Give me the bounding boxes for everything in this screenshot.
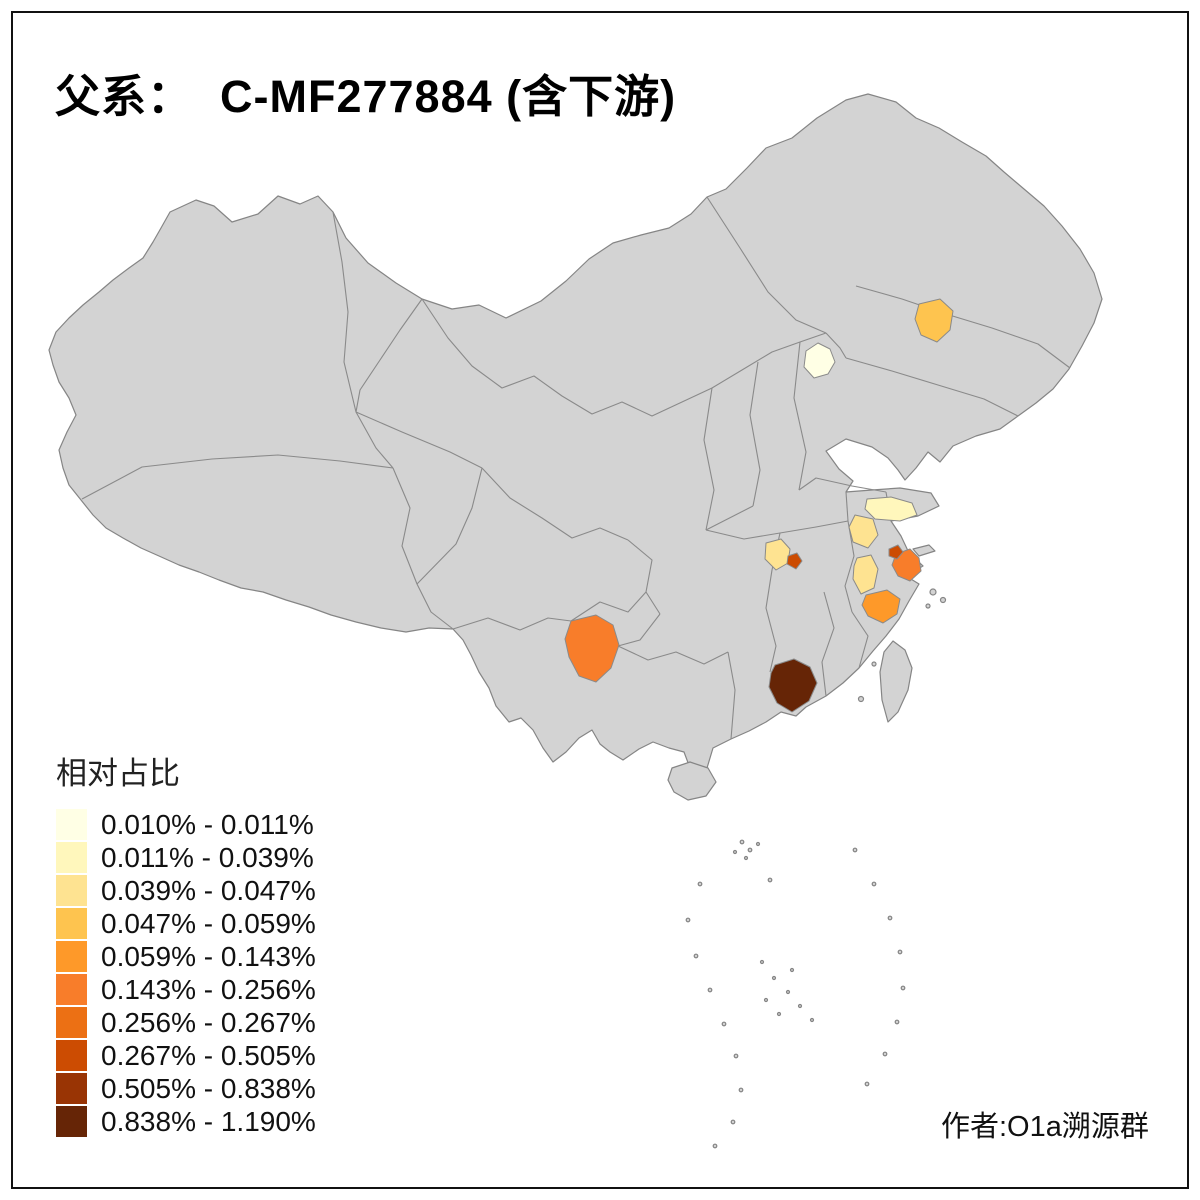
region-central-yunnan [564,614,620,683]
legend: 相对占比 0.010% - 0.011% 0.011% - 0.039% 0.039… [56,748,416,1139]
province-borders [81,196,1071,740]
coastal-islets [857,544,947,703]
legend-row: 0.505% - 0.838% [56,1073,416,1104]
legend-swatch [56,1073,87,1104]
legend-row: 0.838% - 1.190% [56,1106,416,1137]
legend-label: 0.256% - 0.267% [101,1006,316,1038]
legend-row: 0.059% - 0.143% [56,941,416,972]
legend-row: 0.010% - 0.011% [56,809,416,840]
legend-label: 0.505% - 0.838% [101,1072,316,1104]
legend-label: 0.047% - 0.059% [101,907,316,939]
mainland-china [48,93,1103,784]
region-near-shanghai-city [888,544,904,560]
region-central-jiangsu [848,514,879,549]
region-east-hubei-city [786,552,803,570]
legend-label: 0.267% - 0.505% [101,1039,316,1071]
region-east-guangdong [768,658,818,713]
legend-swatch [56,1040,87,1071]
legend-label: 0.059% - 0.143% [101,940,316,972]
legend-row: 0.011% - 0.039% [56,842,416,873]
plot-frame [11,11,1189,1189]
legend-swatch [56,1106,87,1137]
legend-swatch [56,941,87,972]
colored-regions [564,298,954,713]
region-east-zhejiang [861,589,901,624]
legend-label: 0.039% - 0.047% [101,874,316,906]
legend-swatch [56,875,87,906]
legend-swatch [56,908,87,939]
legend-row: 0.047% - 0.059% [56,908,416,939]
legend-row: 0.143% - 0.256% [56,974,416,1005]
legend-row: 0.267% - 0.505% [56,1040,416,1071]
legend-swatch [56,974,87,1005]
legend-items: 0.010% - 0.011% 0.011% - 0.039% 0.039% - 0… [56,809,416,1137]
region-south-anhui [852,554,879,595]
legend-swatch [56,809,87,840]
south-china-sea-islands [685,839,906,1149]
taiwan-island [879,640,913,723]
legend-row: 0.256% - 0.267% [56,1007,416,1038]
region-central-jilin [914,298,954,343]
legend-row: 0.039% - 0.047% [56,875,416,906]
attribution: 作者:O1a溯源群 [941,1111,1149,1143]
legend-title: 相对占比 [56,756,180,791]
legend-label: 0.838% - 1.190% [101,1105,316,1137]
legend-swatch [56,1007,87,1038]
legend-label: 0.143% - 0.256% [101,973,316,1005]
legend-label: 0.011% - 0.039% [101,841,314,873]
legend-label: 0.010% - 0.011% [101,808,314,840]
region-beijing [803,342,836,379]
plot-title: 父系： C-MF277884 (含下游) [55,71,677,122]
legend-swatch [56,842,87,873]
region-north-jiangsu [864,496,918,522]
hainan-island [667,761,717,801]
